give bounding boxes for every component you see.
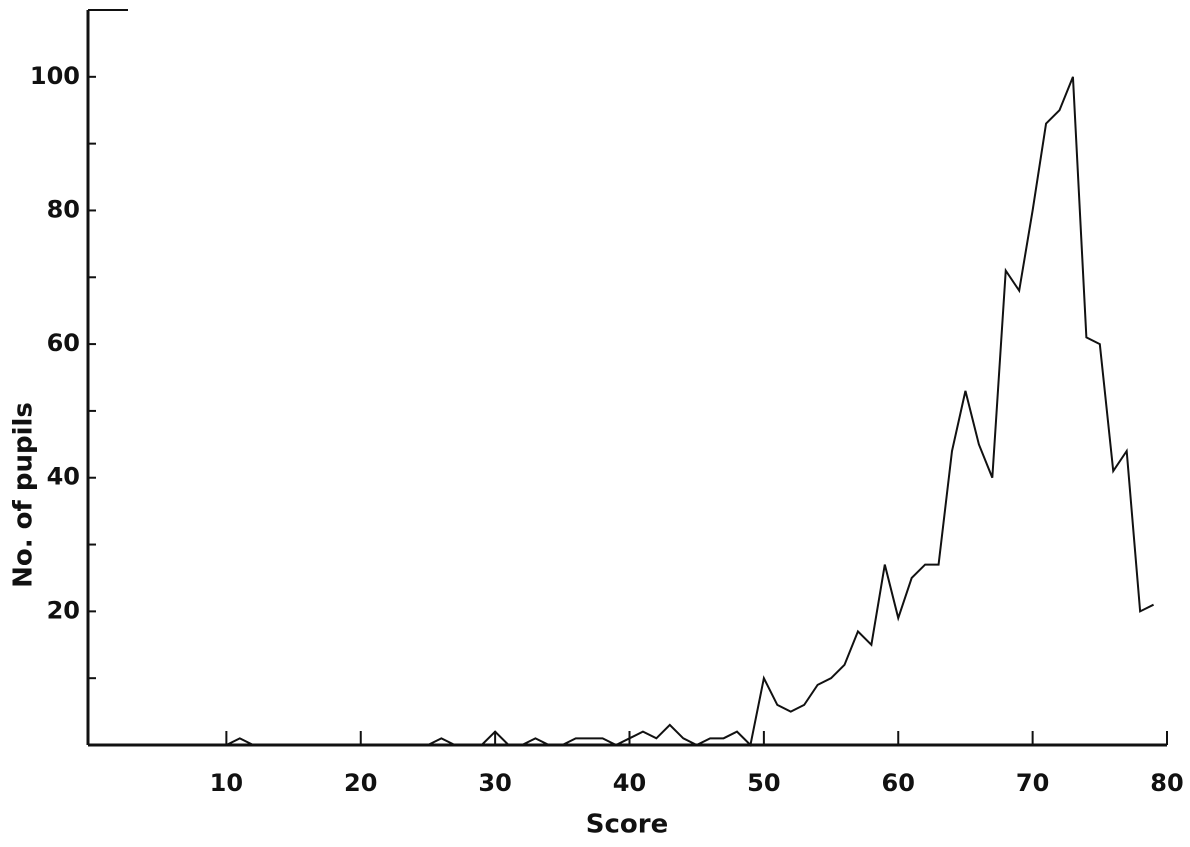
y-axis-label: No. of pupils (9, 402, 39, 588)
x-tick-label: 60 (882, 769, 915, 797)
x-tick-label: 30 (478, 769, 511, 797)
x-tick-label: 10 (210, 769, 243, 797)
y-tick-label: 60 (47, 329, 80, 357)
data-line (92, 76, 1155, 748)
y-tick-label: 100 (30, 62, 80, 90)
x-tick-label: 50 (747, 769, 780, 797)
x-tick-label: 40 (613, 769, 646, 797)
y-tick-label: 20 (47, 596, 80, 624)
y-tick-label: 80 (47, 195, 80, 223)
x-axis-label: Score (586, 810, 668, 840)
y-tick-label: 40 (47, 463, 80, 491)
x-tick-label: 20 (344, 769, 377, 797)
x-tick-label: 80 (1150, 769, 1183, 797)
x-tick-label: 70 (1016, 769, 1049, 797)
